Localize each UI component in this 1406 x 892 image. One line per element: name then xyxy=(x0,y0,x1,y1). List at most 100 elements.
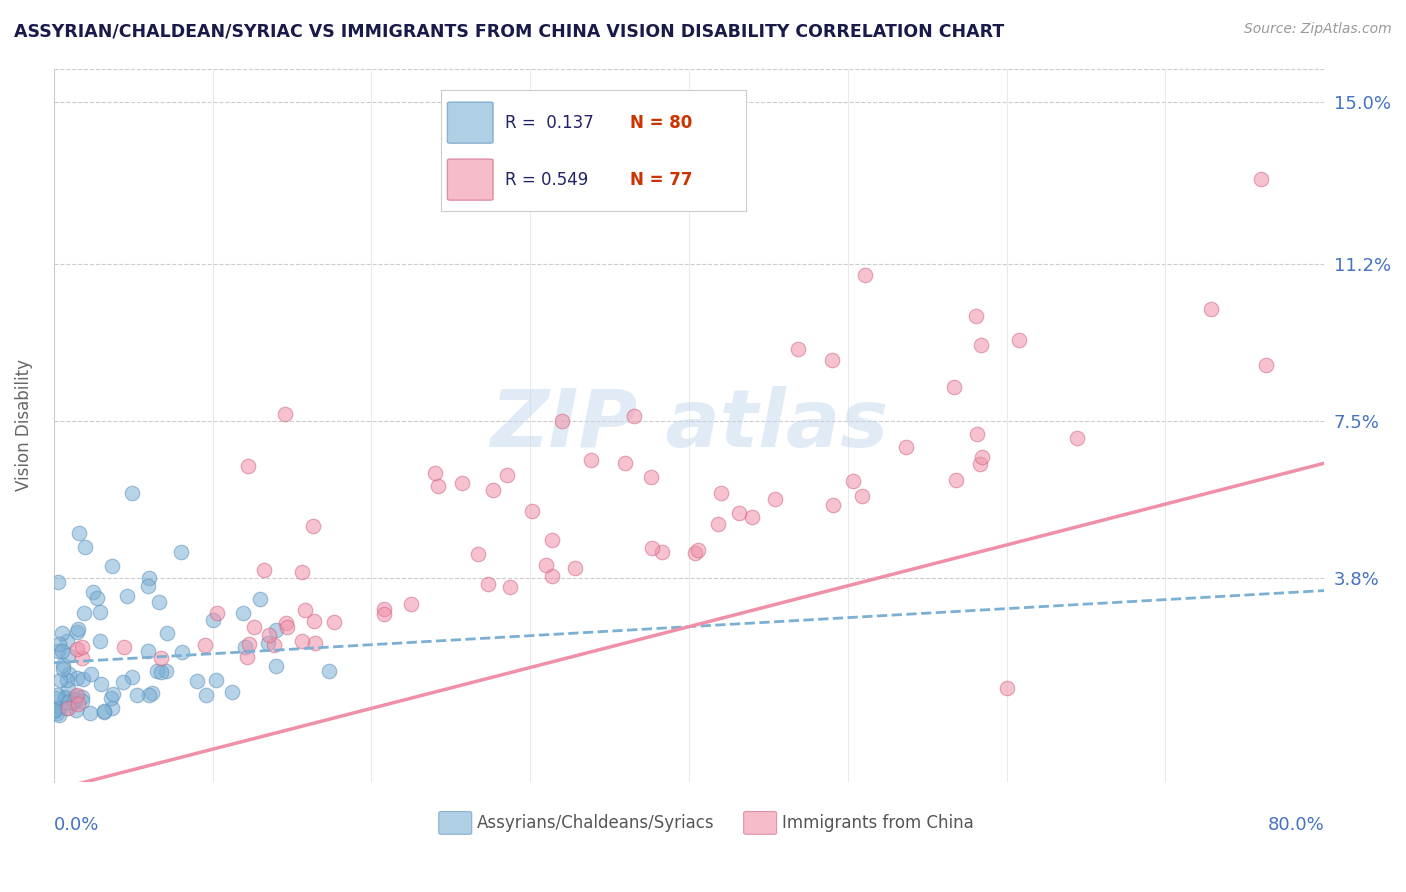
Point xyxy=(482,483,505,498)
Point xyxy=(467,548,489,562)
Point xyxy=(112,640,135,654)
Point xyxy=(70,690,93,704)
Point xyxy=(48,637,70,651)
Point xyxy=(52,662,75,676)
Point xyxy=(195,688,218,702)
Point xyxy=(477,577,499,591)
Point xyxy=(136,579,159,593)
Point xyxy=(156,625,179,640)
Point xyxy=(851,489,873,503)
Text: 0.0%: 0.0% xyxy=(53,815,100,833)
Point xyxy=(136,644,159,658)
Point xyxy=(150,651,173,665)
Point xyxy=(75,541,97,555)
Point xyxy=(498,580,520,594)
Point xyxy=(70,694,93,708)
Point xyxy=(541,569,564,583)
Point xyxy=(257,636,280,650)
Point xyxy=(579,453,602,467)
Point xyxy=(541,533,564,547)
Point xyxy=(121,486,143,500)
Point xyxy=(249,592,271,607)
Point xyxy=(683,546,706,560)
Point xyxy=(48,673,70,687)
Text: Assyrians/Chaldeans/Syriacs: Assyrians/Chaldeans/Syriacs xyxy=(477,814,714,832)
Point xyxy=(264,659,287,673)
Point xyxy=(51,643,73,657)
Point xyxy=(640,469,662,483)
Point xyxy=(966,426,988,441)
Point xyxy=(125,688,148,702)
FancyBboxPatch shape xyxy=(744,812,776,834)
Point xyxy=(551,414,574,428)
Point xyxy=(67,697,90,711)
Point xyxy=(995,681,1018,696)
Point xyxy=(243,620,266,634)
Point xyxy=(58,667,80,681)
Point xyxy=(186,674,208,689)
Point xyxy=(150,665,173,679)
Point xyxy=(821,352,844,367)
Point xyxy=(205,606,228,620)
Point xyxy=(53,690,76,705)
Point xyxy=(56,673,79,687)
Point xyxy=(821,499,844,513)
Point xyxy=(44,704,66,718)
Point xyxy=(66,625,89,640)
Point xyxy=(318,664,340,678)
Point xyxy=(51,626,73,640)
Point xyxy=(66,641,89,656)
Point xyxy=(79,706,101,720)
Point xyxy=(302,614,325,628)
Point xyxy=(170,545,193,559)
Point xyxy=(741,510,763,524)
Point xyxy=(48,707,70,722)
Point xyxy=(972,450,994,465)
Point xyxy=(969,457,991,471)
Point xyxy=(614,456,637,470)
Point xyxy=(221,685,243,699)
Point xyxy=(290,634,312,648)
Y-axis label: Vision Disability: Vision Disability xyxy=(15,359,32,491)
Point xyxy=(45,688,67,702)
Point xyxy=(536,558,558,573)
Point xyxy=(67,526,90,541)
Point xyxy=(896,440,918,454)
Point xyxy=(786,342,808,356)
Point xyxy=(55,700,77,714)
Point xyxy=(111,675,134,690)
Point xyxy=(373,607,395,621)
Point xyxy=(90,677,112,691)
Point xyxy=(141,685,163,699)
Point xyxy=(100,558,122,573)
Point xyxy=(89,634,111,648)
Point xyxy=(72,640,94,654)
Point xyxy=(72,607,94,621)
Point xyxy=(63,691,86,706)
Point xyxy=(65,690,87,704)
Point xyxy=(495,468,517,483)
Point xyxy=(70,651,93,665)
Point xyxy=(945,474,967,488)
Point xyxy=(63,694,86,708)
Point xyxy=(564,561,586,575)
Point xyxy=(301,518,323,533)
Point xyxy=(49,699,72,714)
Point xyxy=(170,645,193,659)
Point xyxy=(52,658,75,673)
Text: ZIP atlas: ZIP atlas xyxy=(489,386,889,464)
Point xyxy=(233,640,256,655)
Point xyxy=(72,672,94,686)
Point xyxy=(101,701,124,715)
Point xyxy=(204,673,226,688)
Point xyxy=(965,309,987,323)
Point xyxy=(44,703,66,717)
Point xyxy=(842,475,865,489)
Point xyxy=(688,542,710,557)
Point xyxy=(45,706,67,721)
Point xyxy=(46,575,69,590)
Point xyxy=(399,597,422,611)
Point xyxy=(236,650,259,665)
Point xyxy=(56,682,79,697)
Point xyxy=(79,667,101,681)
